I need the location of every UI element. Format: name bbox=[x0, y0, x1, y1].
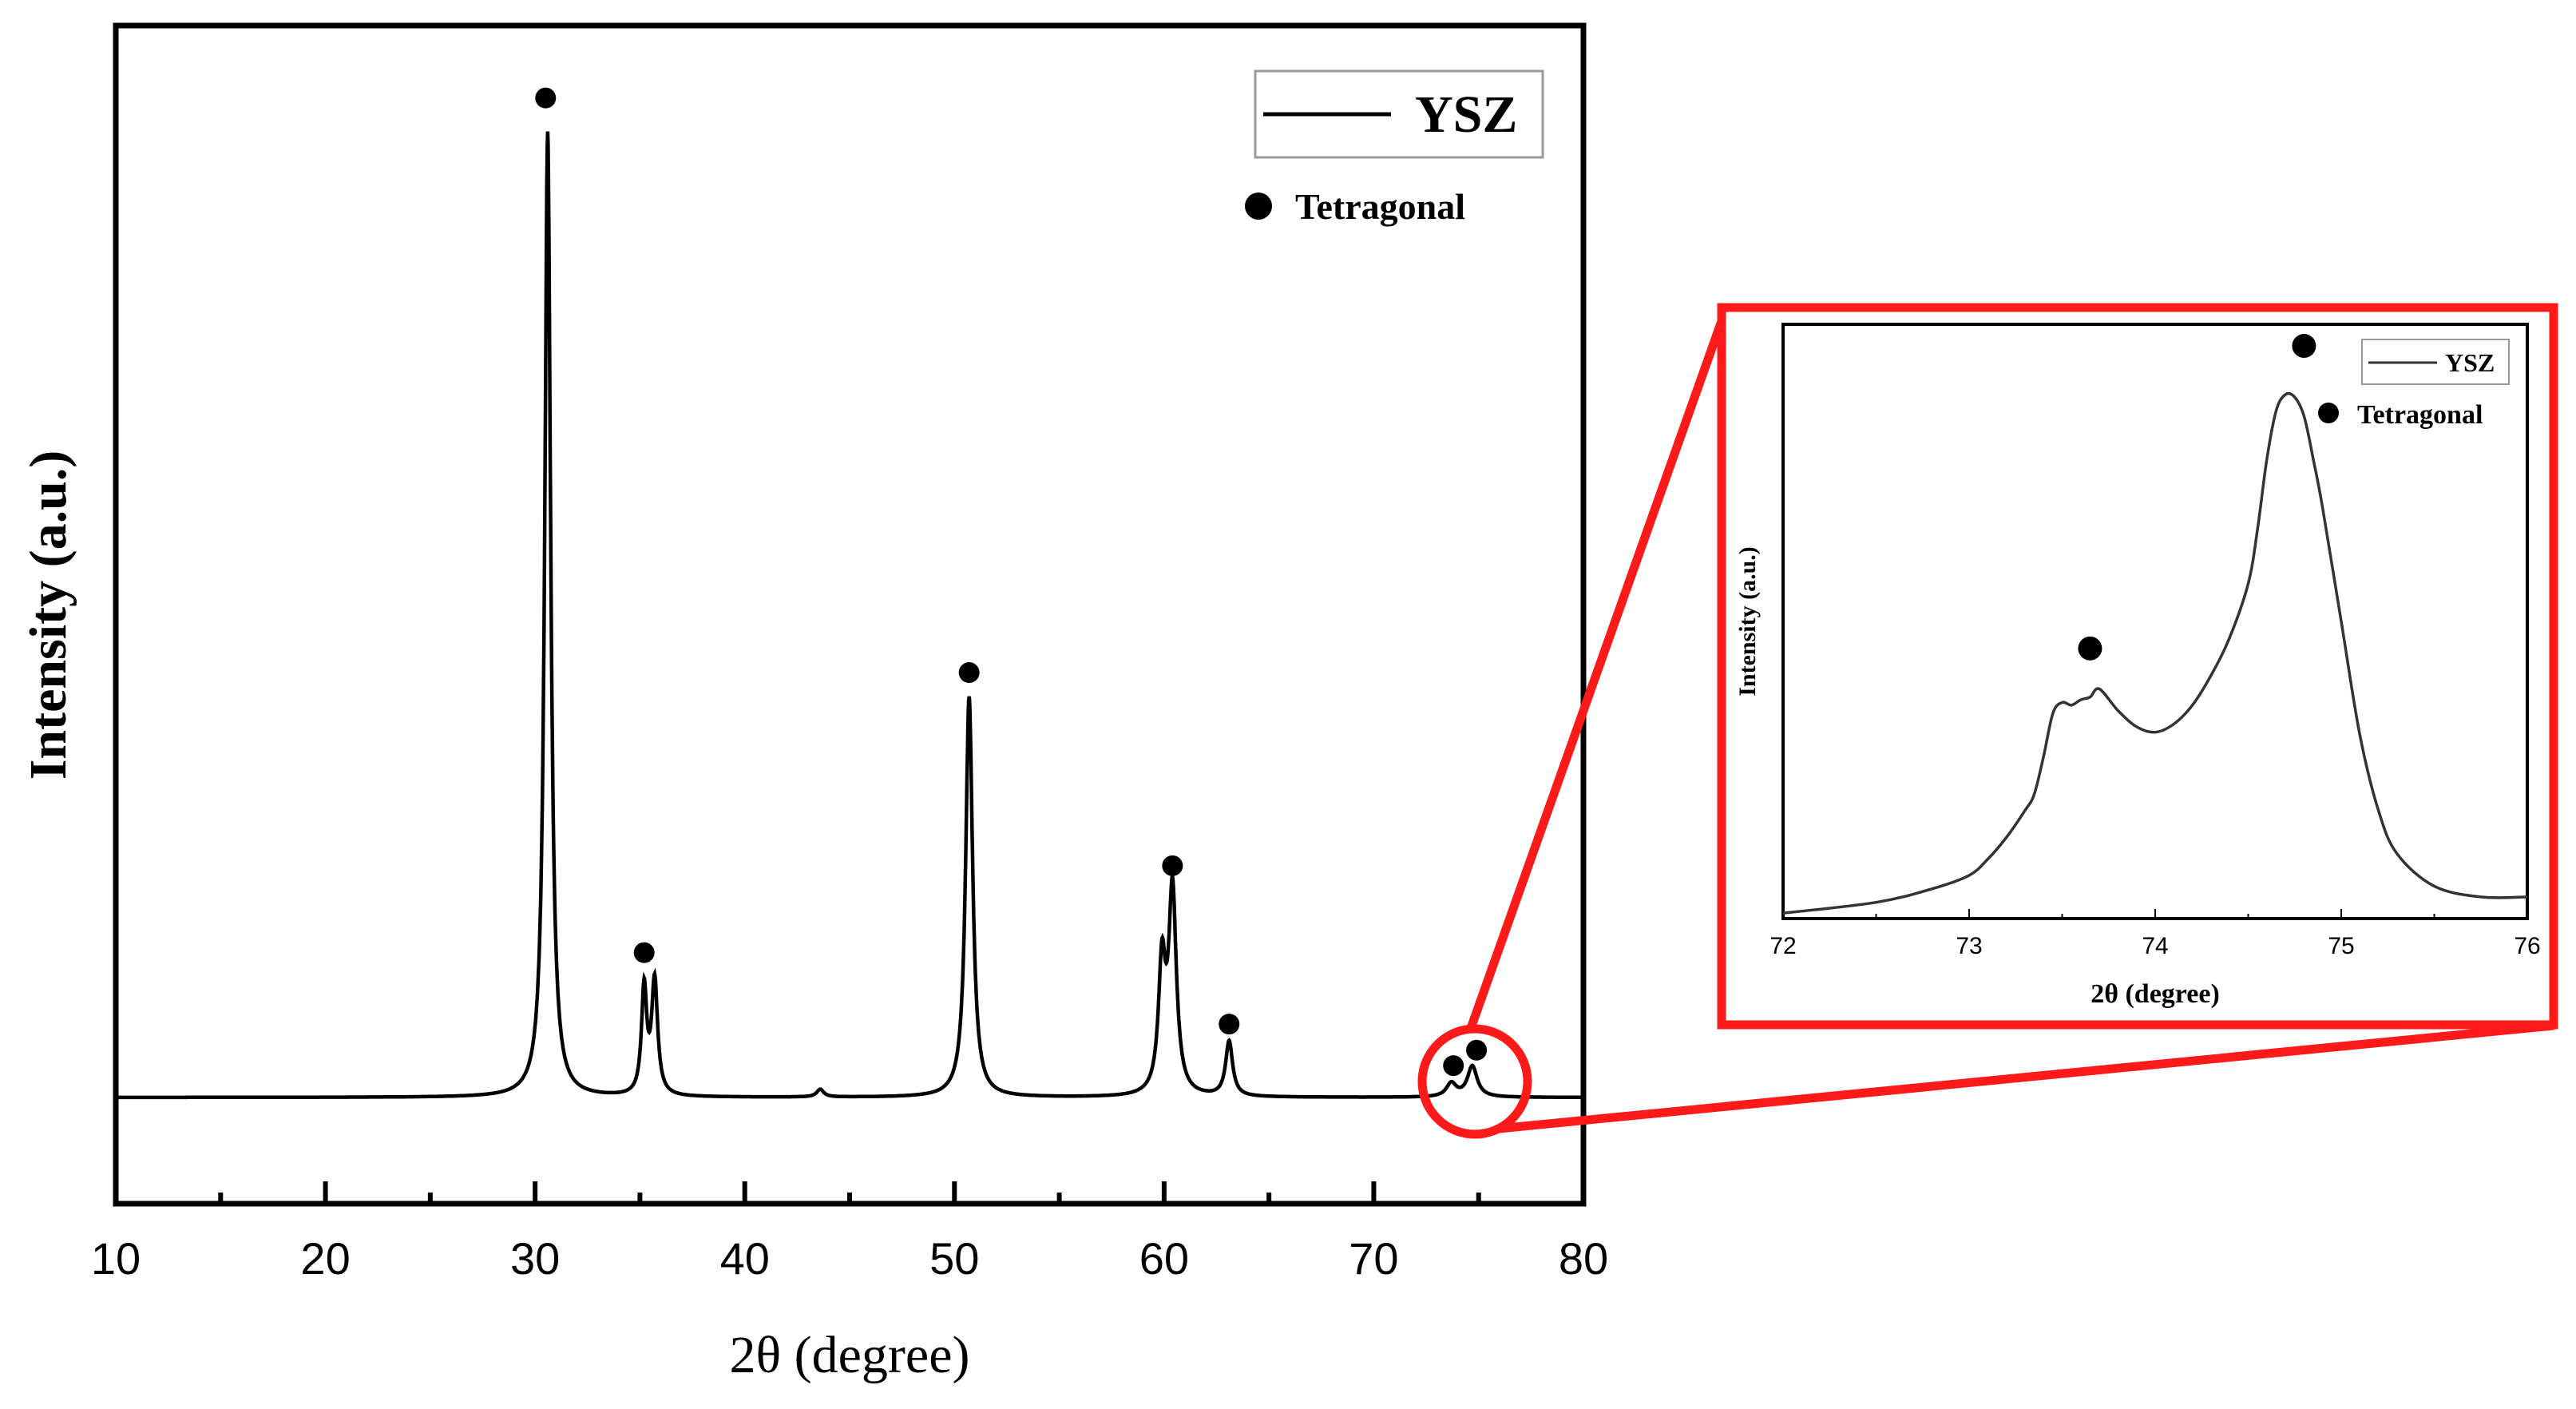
main-legend-marker-swatch bbox=[1245, 192, 1272, 220]
main-tetragonal-marker-5 bbox=[1443, 1055, 1464, 1077]
main-tetragonal-marker-1 bbox=[633, 942, 655, 963]
inset-x-tick-label-74: 74 bbox=[2142, 933, 2168, 959]
inset-legend-label-tetragonal: Tetragonal bbox=[2357, 400, 2483, 430]
inset-x-tick-label-76: 76 bbox=[2514, 933, 2540, 959]
main-x-tick-label-80: 80 bbox=[1559, 1233, 1608, 1284]
main-tetragonal-marker-3 bbox=[1162, 855, 1183, 876]
main-tetragonal-marker-2 bbox=[958, 662, 980, 684]
inset-legend: YSZ Tetragonal bbox=[2318, 339, 2510, 430]
main-x-tick-labels: 10 20 30 40 50 60 70 80 bbox=[91, 1233, 1608, 1284]
main-tetragonal-marker-4 bbox=[1219, 1014, 1240, 1035]
main-x-tick-label-50: 50 bbox=[929, 1233, 979, 1284]
main-y-axis-label: Intensity (a.u.) bbox=[19, 450, 77, 780]
inset-legend-marker-swatch bbox=[2318, 403, 2339, 423]
main-x-tick-label-30: 30 bbox=[510, 1233, 560, 1284]
inset-x-tick-label-75: 75 bbox=[2328, 933, 2354, 959]
inset-tetragonal-marker-1 bbox=[2292, 334, 2316, 359]
inset-x-tick-label-73: 73 bbox=[1956, 933, 1982, 959]
inset-legend-label-ysz: YSZ bbox=[2445, 348, 2495, 377]
main-x-tick-label-10: 10 bbox=[91, 1233, 141, 1284]
main-x-ticks bbox=[113, 1181, 1586, 1204]
zoom-connector-lower bbox=[1498, 1021, 2554, 1133]
main-x-tick-label-40: 40 bbox=[720, 1233, 770, 1284]
zoom-connector-upper bbox=[1465, 306, 1731, 1032]
inset-x-ticks bbox=[1782, 909, 2528, 919]
inset-series-line-ysz bbox=[1782, 391, 2528, 915]
main-legend-label-ysz: YSZ bbox=[1415, 85, 1517, 144]
main-tetragonal-marker-0 bbox=[535, 87, 557, 109]
inset-tetragonal-marker-0 bbox=[2078, 636, 2102, 661]
inset-x-tick-labels: 72 73 74 75 76 bbox=[1770, 933, 2540, 959]
main-series-line-ysz bbox=[116, 131, 1583, 1100]
main-legend: YSZ Tetragonal bbox=[1245, 69, 1544, 227]
inset-x-axis-label: 2θ (degree) bbox=[2091, 979, 2220, 1009]
main-x-tick-label-60: 60 bbox=[1139, 1233, 1189, 1284]
main-tetragonal-markers bbox=[535, 87, 1488, 1077]
inset-x-tick-label-72: 72 bbox=[1770, 933, 1796, 959]
main-tetragonal-marker-6 bbox=[1466, 1039, 1488, 1061]
inset-tetragonal-markers bbox=[2078, 334, 2316, 661]
main-legend-label-tetragonal: Tetragonal bbox=[1295, 186, 1465, 227]
main-x-tick-label-20: 20 bbox=[300, 1233, 350, 1284]
main-x-tick-label-70: 70 bbox=[1349, 1233, 1398, 1284]
inset-y-axis-label: Intensity (a.u.) bbox=[1734, 546, 1761, 697]
main-x-axis-label: 2θ (degree) bbox=[730, 1326, 970, 1384]
